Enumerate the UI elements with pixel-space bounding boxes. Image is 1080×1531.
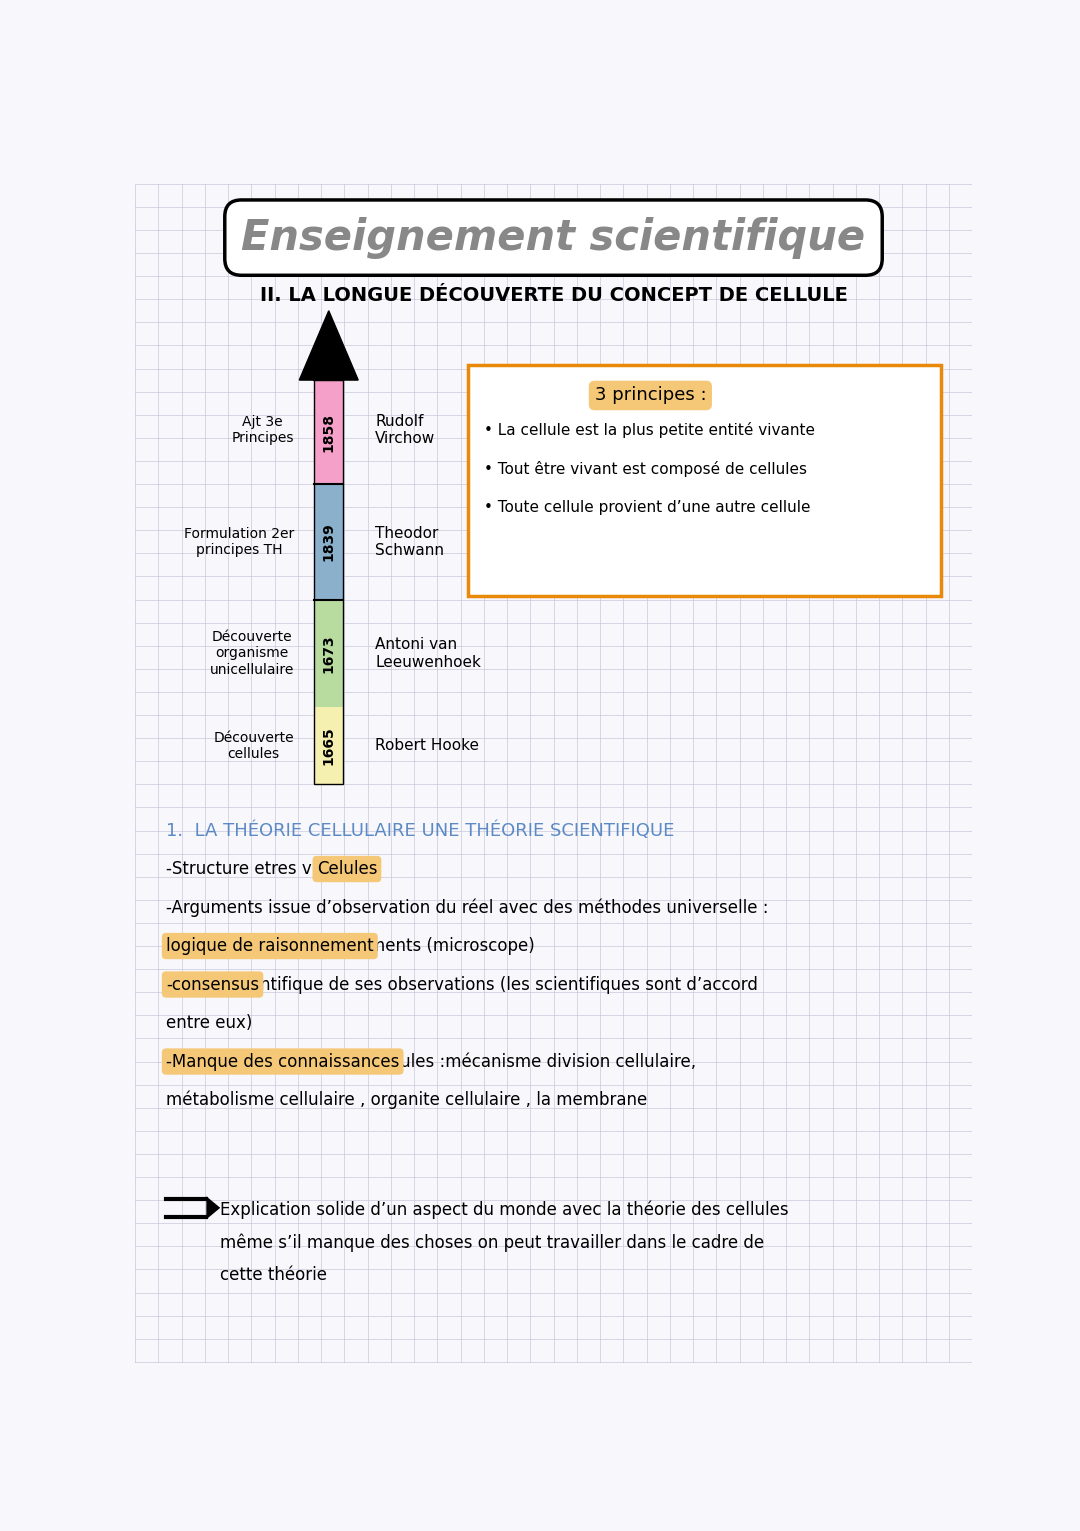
Text: entre eux): entre eux) [166,1014,253,1032]
Text: métabolisme cellulaire , organite cellulaire , la membrane: métabolisme cellulaire , organite cellul… [166,1090,647,1110]
Text: 1673: 1673 [322,634,336,672]
Text: -Structure etres vivants ?: -Structure etres vivants ? [166,860,381,877]
Text: Celules: Celules [316,860,377,877]
Bar [314,484,343,600]
Text: 3 principes :: 3 principes : [595,386,706,404]
Text: Theodor
Schwann: Theodor Schwann [375,525,444,557]
Text: scientifique de ses observations (les scientifiques sont d’accord: scientifique de ses observations (les sc… [221,975,758,994]
Text: sur les cellules :mécanisme division cellulaire,: sur les cellules :mécanisme division cel… [306,1052,696,1070]
Text: et instruments (microscope): et instruments (microscope) [295,937,535,955]
Text: Ajt 3e
Principes: Ajt 3e Principes [231,415,294,446]
Polygon shape [206,1196,220,1219]
Text: 1839: 1839 [322,522,336,562]
Text: Antoni van
Leeuwenhoek: Antoni van Leeuwenhoek [375,637,481,669]
Text: Découverte
cellules: Découverte cellules [213,730,294,761]
Text: • La cellule est la plus petite entité vivante: • La cellule est la plus petite entité v… [484,423,814,438]
Text: 1.  LA THÉORIE CELLULAIRE UNE THÉORIE SCIENTIFIQUE: 1. LA THÉORIE CELLULAIRE UNE THÉORIE SCI… [166,821,674,841]
Text: Rudolf
Virchow: Rudolf Virchow [375,413,435,447]
Text: -Manque des connaissances: -Manque des connaissances [166,1052,400,1070]
Text: Découverte
organisme
unicellulaire: Découverte organisme unicellulaire [210,631,294,677]
Text: II. LA LONGUE DÉCOUVERTE DU CONCEPT DE CELLULE: II. LA LONGUE DÉCOUVERTE DU CONCEPT DE C… [259,286,848,305]
Text: logique de raisonnement: logique de raisonnement [166,937,374,955]
Text: 1665: 1665 [322,726,336,766]
Bar [314,600,343,707]
Text: Formulation 2er
principes TH: Formulation 2er principes TH [184,527,294,557]
Text: 1858: 1858 [322,412,336,452]
Text: • Toute cellule provient d’une autre cellule: • Toute cellule provient d’une autre cel… [484,499,810,514]
Text: Explication solide d’un aspect du monde avec la théorie des cellules
même s’il m: Explication solide d’un aspect du monde … [220,1200,788,1283]
Bar [314,380,343,484]
Bar [314,707,343,784]
Text: -consensus: -consensus [166,975,259,994]
Text: -Arguments issue d’observation du réel avec des méthodes universelle :: -Arguments issue d’observation du réel a… [166,899,769,917]
Text: Enseignement scientifique: Enseignement scientifique [242,216,865,259]
Text: • Tout être vivant est composé de cellules: • Tout être vivant est composé de cellul… [484,461,807,476]
Bar [314,380,343,784]
FancyBboxPatch shape [469,364,941,596]
Polygon shape [299,311,359,380]
Text: Robert Hooke: Robert Hooke [375,738,480,753]
